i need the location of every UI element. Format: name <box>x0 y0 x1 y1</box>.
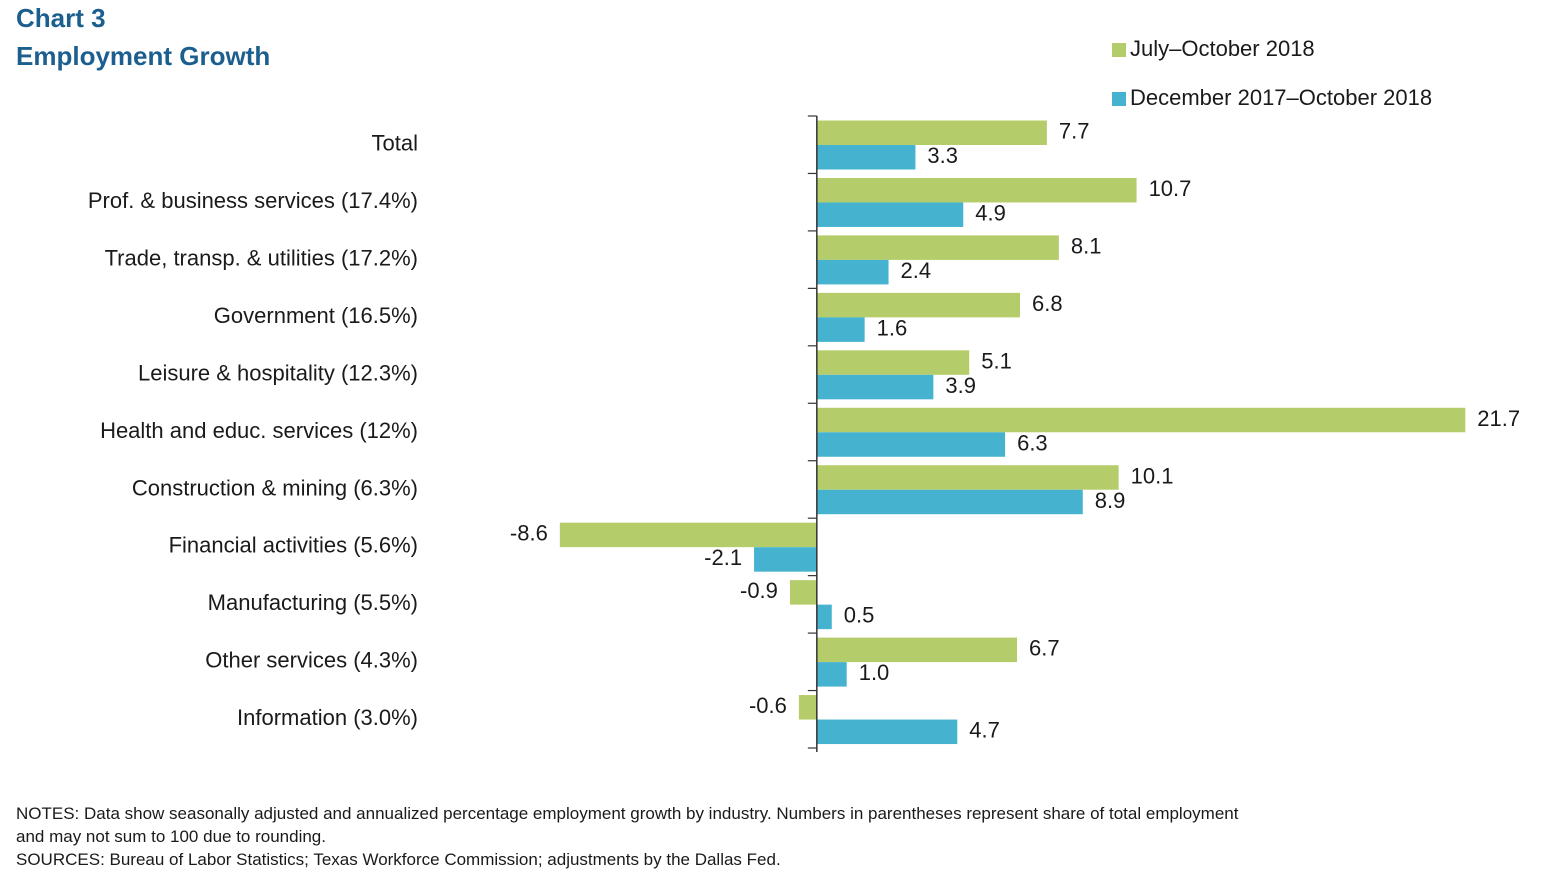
bar <box>816 292 1021 318</box>
data-label: 4.7 <box>969 718 1000 743</box>
bar <box>816 637 1018 663</box>
y-tick-label: Other services (4.3%) <box>205 648 418 673</box>
y-tick-label: Information (3.0%) <box>237 705 418 730</box>
y-tick-label: Prof. & business services (17.4%) <box>88 188 418 213</box>
bar <box>816 177 1137 203</box>
bar <box>816 120 1047 145</box>
data-label: 5.1 <box>981 348 1012 373</box>
data-label: 1.6 <box>877 315 908 340</box>
legend-label: December 2017–October 2018 <box>1130 85 1432 110</box>
bar <box>816 662 847 687</box>
y-tick-label: Government (16.5%) <box>214 303 418 328</box>
bar <box>816 317 865 342</box>
chart-subtitle: Employment Growth <box>16 41 270 71</box>
data-label: -0.6 <box>749 693 787 718</box>
legend-swatch <box>1112 43 1126 57</box>
data-label: 2.4 <box>901 258 932 283</box>
bar <box>816 350 970 375</box>
bar <box>816 235 1059 260</box>
data-label: -8.6 <box>510 521 548 546</box>
data-label: 3.9 <box>945 373 976 398</box>
bar <box>816 145 916 170</box>
data-label: 21.7 <box>1477 406 1520 431</box>
bar <box>754 547 817 572</box>
chart-title: Chart 3 <box>16 3 106 33</box>
data-label: 8.1 <box>1071 233 1102 258</box>
y-tick-label: Trade, transp. & utilities (17.2%) <box>105 245 418 270</box>
bar <box>816 465 1119 490</box>
data-label: 4.9 <box>975 201 1006 226</box>
bar <box>816 259 889 285</box>
bar <box>816 604 832 630</box>
data-label: -0.9 <box>740 578 778 603</box>
data-label: 0.5 <box>844 603 875 628</box>
bar <box>816 719 958 745</box>
legend-label: July–October 2018 <box>1130 36 1315 61</box>
data-label: 8.9 <box>1095 488 1126 513</box>
data-label: 7.7 <box>1059 119 1090 144</box>
bar <box>816 407 1466 433</box>
bar <box>816 202 964 227</box>
bar <box>559 522 817 548</box>
bar <box>816 489 1083 515</box>
y-tick-label: Construction & mining (6.3%) <box>132 475 418 500</box>
bar <box>789 580 817 605</box>
data-label: 6.7 <box>1029 636 1060 661</box>
data-label: -2.1 <box>704 545 742 570</box>
data-label: 10.1 <box>1131 463 1174 488</box>
data-label: 10.7 <box>1149 176 1192 201</box>
data-label: 6.8 <box>1032 291 1063 316</box>
note: and may not sum to 100 due to rounding. <box>16 827 326 846</box>
data-label: 6.3 <box>1017 430 1048 455</box>
data-label: 3.3 <box>927 143 958 168</box>
bar <box>798 695 817 720</box>
y-tick-label: Health and educ. services (12%) <box>100 418 418 443</box>
bar <box>816 374 934 400</box>
bar <box>816 432 1006 457</box>
legend-swatch <box>1112 92 1126 106</box>
y-tick-label: Financial activities (5.6%) <box>169 533 418 558</box>
data-label: 1.0 <box>859 660 890 685</box>
note: SOURCES: Bureau of Labor Statistics; Tex… <box>16 850 781 869</box>
y-tick-label: Leisure & hospitality (12.3%) <box>138 360 418 385</box>
note: NOTES: Data show seasonally adjusted and… <box>16 804 1239 823</box>
y-tick-label: Manufacturing (5.5%) <box>208 590 418 615</box>
y-tick-label: Total <box>372 131 418 156</box>
